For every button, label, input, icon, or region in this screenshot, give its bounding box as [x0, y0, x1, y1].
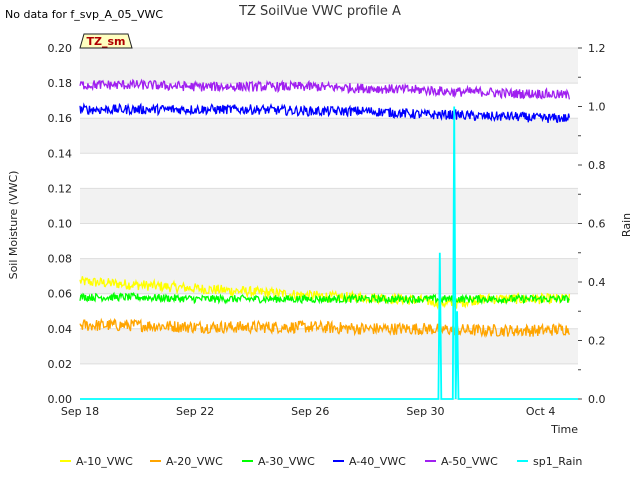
y2-tick-label: 0.8: [588, 159, 606, 172]
grid-band: [80, 258, 578, 294]
legend: A-10_VWC A-20_VWC A-30_VWC A-40_VWC A-50_VWC…: [60, 455, 582, 468]
x-tick-label: Sep 30: [406, 405, 444, 418]
y2-axis: 0.0 0.2 0.4 0.6 0.8 1.0 1.2: [578, 42, 606, 406]
legend-label: A-40_VWC: [349, 455, 406, 468]
y-tick-label: 0.12: [48, 182, 73, 195]
grid-band: [80, 48, 578, 84]
y-tick-label: 0.14: [48, 147, 73, 160]
series-line-a-30-vwc: [79, 291, 570, 306]
y-axis: 0.00 0.02 0.04 0.06 0.08 0.10 0.12 0.14 0.16 0.18…: [48, 42, 73, 406]
x-tick-label: Sep 22: [176, 405, 214, 418]
x-tick-label: Sep 26: [291, 405, 329, 418]
y2-tick-label: 0.4: [588, 276, 606, 289]
series-line-sp1-rain: [80, 106, 578, 400]
no-data-message: No data for f_svp_A_05_VWC: [5, 8, 163, 21]
y-tick-label: 0.16: [48, 112, 73, 125]
legend-label: A-30_VWC: [258, 455, 315, 468]
y-tick-label: 0.00: [48, 393, 73, 406]
badge-shape: [79, 33, 133, 49]
y-tick-label: 0.06: [48, 288, 73, 301]
series-lines: [79, 78, 578, 400]
legend-label: A-20_VWC: [166, 455, 223, 468]
grid-band: [80, 118, 578, 154]
y-tick-label: 0.02: [48, 358, 73, 371]
y2-tick-label: 1.2: [588, 42, 606, 55]
y2-tick-label: 0.0: [588, 393, 606, 406]
y-tick-label: 0.18: [48, 77, 73, 90]
chart-title: TZ SoilVue VWC profile A: [238, 4, 401, 19]
y-tick-label: 0.04: [48, 323, 73, 336]
y2-axis-label: Rain: [620, 213, 633, 237]
legend-label: sp1_Rain: [533, 455, 582, 468]
tz-sm-badge: TZ_sm: [79, 33, 133, 49]
y2-tick-label: 0.2: [588, 335, 606, 348]
y-axis-label: Soil Moisture (VWC): [7, 171, 20, 280]
grid-band: [80, 188, 578, 224]
x-axis-label: Time: [550, 423, 578, 436]
y2-tick-label: 0.6: [588, 218, 606, 231]
x-tick-label: Sep 18: [61, 405, 99, 418]
plot-background: [80, 47, 578, 400]
y2-tick-label: 1.0: [588, 101, 606, 114]
legend-label: A-50_VWC: [441, 455, 498, 468]
y-tick-label: 0.08: [48, 253, 73, 266]
series-line-a-20-vwc: [79, 317, 570, 339]
legend-label: A-10_VWC: [76, 455, 133, 468]
series-line-a-50-vwc: [79, 78, 571, 100]
y-tick-label: 0.20: [48, 42, 73, 55]
grid-band: [80, 328, 578, 364]
y-tick-label: 0.10: [48, 218, 73, 231]
badge-label: TZ_sm: [87, 35, 126, 48]
x-tick-label: Oct 4: [526, 405, 556, 418]
x-axis: Sep 18 Sep 22 Sep 26 Sep 30 Oct 4: [61, 405, 555, 418]
series-line-a-40-vwc: [79, 102, 571, 124]
